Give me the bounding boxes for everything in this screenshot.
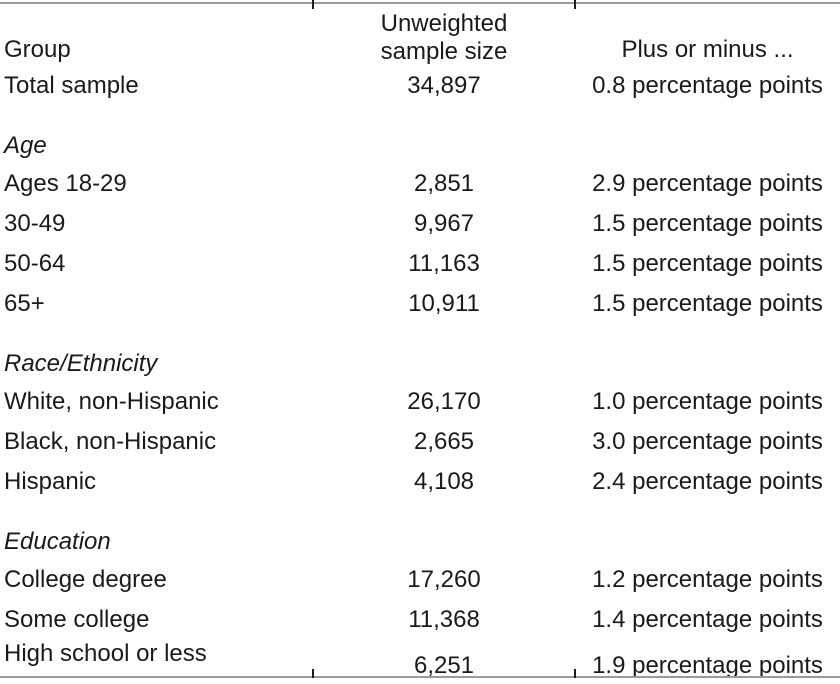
group-cell: 65+ [4,290,45,317]
group-cell: Total sample [4,72,139,99]
section-header-education: Education [0,524,840,560]
table-header-row: Group Unweighted sample size Plus or min… [0,4,840,66]
section-label: Age [4,132,47,159]
group-cell: White, non-Hispanic [4,388,219,415]
table-row: Black, non-Hispanic 2,665 3.0 percentage… [0,422,840,462]
moe-cell: 2.4 percentage points [592,468,823,495]
table-row: 50-64 11,163 1.5 percentage points [0,244,840,284]
moe-cell: 1.9 percentage points [592,652,823,679]
moe-cell: 1.5 percentage points [592,290,823,317]
moe-cell: 1.4 percentage points [592,606,823,633]
sample-size-cell: 11,163 [408,250,480,277]
sample-size-cell: 9,967 [413,210,475,237]
header-sample-size: Unweighted sample size [380,10,508,65]
sample-size-cell: 11,368 [408,606,480,633]
header-moe: Plus or minus ... [621,36,794,63]
moe-cell: 3.0 percentage points [592,428,823,455]
section-label: Education [4,528,111,555]
column-divider-tick [574,669,576,678]
moe-cell: 1.0 percentage points [592,388,823,415]
group-cell: 30-49 [4,210,66,237]
group-cell: Some college [4,606,150,633]
sample-size-cell: 10,911 [408,290,480,317]
table-row: 65+ 10,911 1.5 percentage points [0,284,840,324]
table-row: 30-49 9,967 1.5 percentage points [0,204,840,244]
section-label: Race/Ethnicity [4,350,158,377]
table-row-total: Total sample 34,897 0.8 percentage point… [0,66,840,106]
table-row: Hispanic 4,108 2.4 percentage points [0,462,840,502]
sample-size-cell: 2,665 [413,428,475,455]
sample-size-cell: 6,251 [413,652,475,679]
section-header-race-ethnicity: Race/Ethnicity [0,346,840,382]
table-row: Ages 18-29 2,851 2.9 percentage points [0,164,840,204]
group-cell: Hispanic [4,468,97,495]
moe-cell: 1.5 percentage points [592,250,823,277]
table-content: Group Unweighted sample size Plus or min… [0,4,840,679]
header-group: Group [4,36,71,63]
group-cell: Ages 18-29 [4,170,127,197]
table-top-rule [0,2,840,4]
group-cell: 50-64 [4,250,66,277]
column-divider-tick [312,669,314,678]
table-row: High school or less 6,251 1.9 percentage… [0,640,840,679]
section-header-age: Age [0,128,840,164]
table-bottom-rule [0,676,840,678]
group-cell: College degree [4,566,167,593]
column-divider-tick [312,0,314,9]
sample-size-cell: 4,108 [413,468,475,495]
moe-cell: 1.2 percentage points [592,566,823,593]
moe-cell: 2.9 percentage points [592,170,823,197]
table-row: Some college 11,368 1.4 percentage point… [0,600,840,640]
moe-cell: 1.5 percentage points [592,210,823,237]
group-cell: High school or less [4,640,207,667]
sample-size-cell: 26,170 [407,388,481,415]
sample-size-cell: 17,260 [407,566,481,593]
table-row: College degree 17,260 1.2 percentage poi… [0,560,840,600]
table-row: White, non-Hispanic 26,170 1.0 percentag… [0,382,840,422]
sample-size-cell: 2,851 [413,170,475,197]
column-divider-tick [574,0,576,9]
moe-cell: 0.8 percentage points [592,72,823,99]
sample-size-cell: 34,897 [407,72,481,99]
group-cell: Black, non-Hispanic [4,428,217,455]
